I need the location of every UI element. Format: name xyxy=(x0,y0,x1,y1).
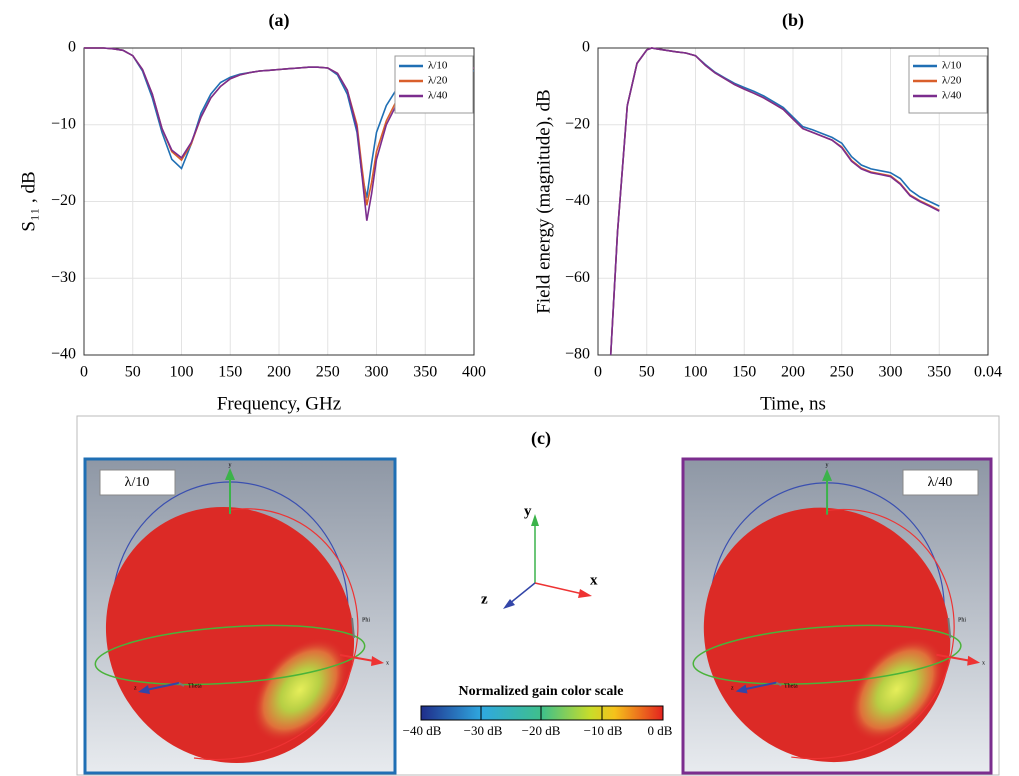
color-scale-label: −10 dB xyxy=(584,723,623,738)
x-tick-label: 0.04 xyxy=(974,364,1002,381)
axis-triad: y x z xyxy=(481,503,598,609)
legend-label: λ/40 xyxy=(428,90,448,102)
panel-c-frame xyxy=(76,415,1000,776)
x-tick-label: 350 xyxy=(413,364,437,381)
plot-frame xyxy=(597,47,989,356)
triad-label: z xyxy=(481,591,488,607)
x-tick-label: 0 xyxy=(594,364,602,381)
legend-label: λ/10 xyxy=(428,60,448,72)
pattern-image-right: λ/40 y x z Phi Theta xyxy=(681,457,993,775)
x-tick-label: 150 xyxy=(218,364,242,381)
y-tick-label: −30 xyxy=(51,269,76,286)
sphere-axis-label: y xyxy=(229,462,232,468)
triad-label: y xyxy=(524,503,532,519)
x-tick-label: 150 xyxy=(732,364,756,381)
sphere-axis-label: z xyxy=(134,685,137,691)
y-tick-label: 0 xyxy=(582,39,590,56)
color-scale-label: 0 dB xyxy=(648,723,673,738)
sphere-axis-label: Theta xyxy=(784,683,798,689)
y-tick-label: 0 xyxy=(68,39,76,56)
x-tick-label: 50 xyxy=(125,364,141,381)
plot-frame xyxy=(83,47,475,356)
x-tick-label: 200 xyxy=(267,364,291,381)
x-axis-label: Frequency, GHz xyxy=(217,393,341,414)
chart-title: (b) xyxy=(782,10,804,31)
y-tick-label: −10 xyxy=(51,115,76,132)
y-tick-label: −80 xyxy=(565,346,590,363)
x-tick-label: 50 xyxy=(639,364,655,381)
sphere-axis-label: Phi xyxy=(362,617,370,623)
color-scale-title: Normalized gain color scale xyxy=(459,684,624,699)
image-label: λ/40 xyxy=(928,475,953,490)
sphere-axis-label: Theta xyxy=(188,683,202,689)
color-scale-label: −30 dB xyxy=(464,723,503,738)
x-tick-label: 0 xyxy=(80,364,88,381)
chart: (a) 0 50 100 150 200 250 300 350 400 0 −10 −20 −30 −40… xyxy=(18,10,486,414)
x-tick-label: 200 xyxy=(781,364,805,381)
sphere-axis-label: z xyxy=(731,685,734,691)
color-scale-label: −40 dB xyxy=(403,723,442,738)
y-tick-label: −40 xyxy=(565,192,590,209)
image-label: λ/10 xyxy=(125,475,150,490)
y-tick-label: −40 xyxy=(51,346,76,363)
legend-label: λ/20 xyxy=(428,75,448,87)
panel-c-title: (c) xyxy=(531,428,551,449)
legend-label: λ/10 xyxy=(942,60,962,72)
chart-title: (a) xyxy=(269,10,290,31)
y-tick-label: −20 xyxy=(51,192,76,209)
sphere-axis-label: x xyxy=(982,660,985,666)
x-tick-label: 100 xyxy=(170,364,194,381)
triad-label: x xyxy=(590,572,598,588)
x-axis-label: Time, ns xyxy=(760,393,826,414)
sphere-axis-label: x xyxy=(386,660,389,666)
y-axis-label: Field energy (magnitude), dB xyxy=(533,89,554,313)
x-tick-label: 400 xyxy=(462,364,486,381)
x-tick-label: 300 xyxy=(365,364,389,381)
x-tick-label: 350 xyxy=(927,364,951,381)
x-tick-label: 250 xyxy=(316,364,340,381)
y-tick-label: −60 xyxy=(565,269,590,286)
y-tick-label: −20 xyxy=(565,115,590,132)
x-tick-label: 100 xyxy=(684,364,708,381)
y-axis-label: S₁₁ , dB xyxy=(18,171,39,231)
data-line xyxy=(609,47,940,356)
color-scale: Normalized gain color scale −40 dB −30 d… xyxy=(403,684,673,738)
sphere-axis-label: y xyxy=(826,462,829,468)
x-tick-label: 300 xyxy=(879,364,903,381)
legend-label: λ/20 xyxy=(942,75,962,87)
pattern-image-left: λ/10 y x z Phi Theta xyxy=(83,457,397,775)
legend-label: λ/40 xyxy=(942,90,962,102)
chart: (b) 0 50 100 150 200 250 300 350 0.04 0 −20 −40 −60 −8… xyxy=(533,10,1002,414)
x-tick-label: 250 xyxy=(830,364,854,381)
color-scale-label: −20 dB xyxy=(522,723,561,738)
sphere-axis-label: Phi xyxy=(958,617,966,623)
